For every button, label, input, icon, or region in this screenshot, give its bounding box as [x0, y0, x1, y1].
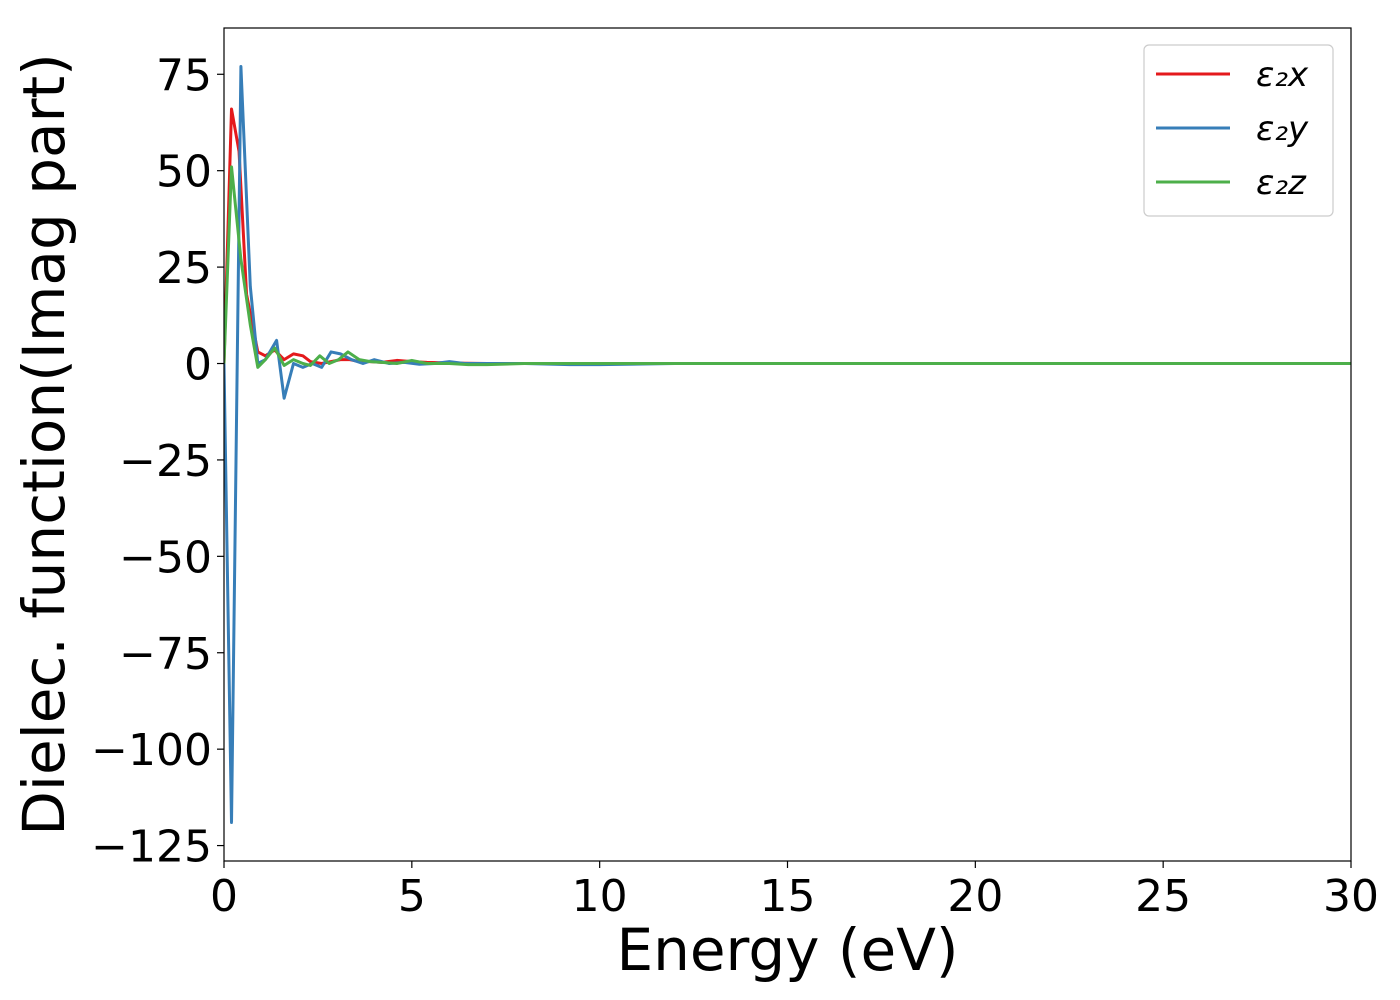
y-tick-label: −125 — [91, 822, 212, 873]
y-tick-label: −25 — [119, 436, 212, 487]
x-tick-label: 25 — [1135, 871, 1191, 922]
x-tick-label: 15 — [760, 871, 816, 922]
y-tick-label: −100 — [91, 725, 212, 776]
y-tick-label: 75 — [156, 50, 212, 101]
legend-label-1: ε₂x — [1256, 55, 1309, 95]
x-tick-label: 30 — [1323, 871, 1379, 922]
legend-label-2: ε₂y — [1256, 109, 1309, 149]
x-tick-label: 20 — [947, 871, 1003, 922]
legend: ε₂x ε₂y ε₂z — [1143, 44, 1334, 217]
y-tick-label: 0 — [184, 340, 212, 391]
x-tick-label: 10 — [572, 871, 628, 922]
legend-label-3: ε₂z — [1256, 163, 1307, 203]
series-layer — [224, 65, 1351, 824]
y-tick-label: 25 — [156, 243, 212, 294]
x-tick-label: 5 — [398, 871, 426, 922]
y-tick-label: −50 — [119, 532, 212, 583]
x-tick-label: 0 — [210, 871, 238, 922]
x-axis: 0 5 10 15 20 25 30 — [210, 861, 1379, 922]
x-axis-label: Energy (eV) — [616, 916, 958, 984]
y-axis: 75 50 25 0 −25 −50 −75 −100 −125 — [91, 50, 224, 873]
series-line-3 — [224, 165, 1351, 369]
y-axis-label: Dielec. function(Imag part) — [10, 53, 78, 836]
y-tick-label: 50 — [156, 147, 212, 198]
legend-box — [1143, 44, 1334, 217]
y-tick-label: −75 — [119, 629, 212, 680]
